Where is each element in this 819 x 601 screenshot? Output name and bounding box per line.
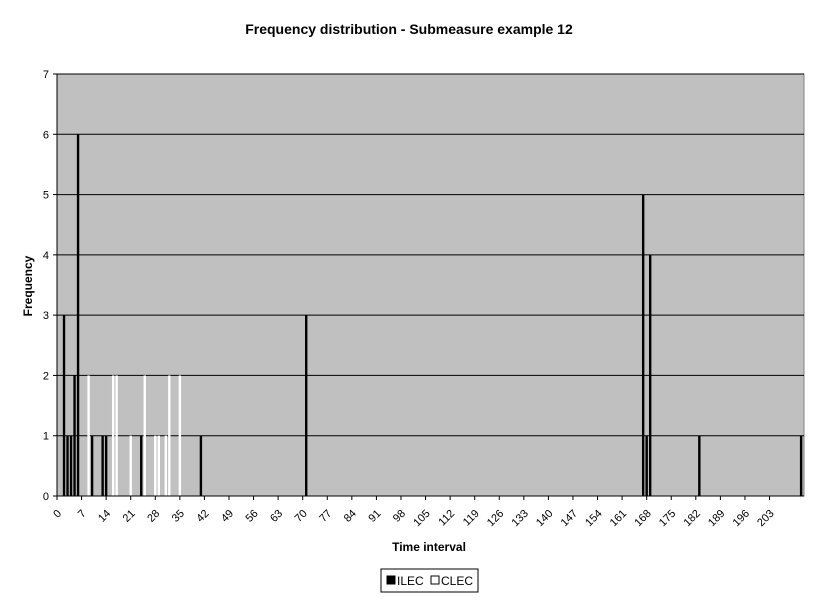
ilec-bar — [73, 375, 76, 496]
gridlines — [57, 73, 804, 437]
ilec-bar — [101, 435, 104, 496]
ilec-bars — [62, 134, 803, 497]
x-tick-label: 63 — [268, 508, 285, 525]
x-tick-label: 77 — [317, 508, 334, 525]
x-tick-label: 175 — [657, 508, 678, 529]
x-tick-label: 182 — [681, 508, 702, 529]
ilec-bar — [799, 435, 803, 496]
clec-bar — [154, 435, 157, 496]
ilec-bar — [104, 435, 108, 496]
x-tick-label: 0 — [51, 508, 64, 521]
plot-area — [56, 73, 805, 497]
legend-label-clec: CLEC — [441, 574, 473, 588]
x-tick-label: 161 — [608, 508, 629, 529]
x-tick-label: 28 — [145, 508, 162, 525]
x-tick-label: 70 — [293, 508, 310, 525]
legend-swatch-ilec — [386, 575, 396, 585]
clec-bar — [168, 375, 171, 496]
x-tick-label: 56 — [244, 508, 261, 525]
ilec-bar — [648, 254, 652, 496]
clec-bars — [87, 375, 182, 496]
x-tick-label: 140 — [534, 508, 555, 529]
x-tick-label: 35 — [170, 508, 187, 525]
x-tick-label: 14 — [96, 508, 113, 525]
ilec-bar — [305, 315, 308, 496]
clec-bar — [87, 375, 90, 496]
x-tick-label: 112 — [436, 508, 457, 529]
clec-bar — [157, 435, 160, 496]
legend-label-ilec: ILEC — [397, 574, 424, 588]
y-tick-label: 2 — [43, 370, 49, 382]
ilec-bar — [66, 435, 69, 496]
ilec-bar — [641, 194, 645, 497]
y-axis-title: Frequency — [21, 255, 35, 316]
y-axis-ticks: 0 1 2 3 4 5 6 7 — [43, 69, 57, 503]
ilec-bar — [698, 435, 701, 496]
x-tick-label: 154 — [583, 508, 604, 529]
y-tick-label: 1 — [43, 431, 49, 443]
x-tick-label: 49 — [219, 508, 236, 525]
y-tick-label: 4 — [43, 250, 49, 262]
x-tick-label: 133 — [509, 508, 530, 529]
legend-swatch-clec — [430, 575, 440, 585]
legend-box — [380, 568, 479, 593]
x-tick-label: 189 — [706, 508, 727, 529]
ilec-bar — [62, 315, 66, 496]
y-tick-label: 7 — [43, 69, 49, 81]
legend: ILEC CLEC — [380, 568, 479, 593]
x-tick-label: 119 — [461, 508, 482, 529]
clec-bar — [178, 375, 182, 496]
y-tick-label: 5 — [43, 190, 49, 202]
x-tick-label: 168 — [632, 508, 653, 529]
y-tick-label: 6 — [43, 129, 49, 141]
x-tick-label: 21 — [121, 508, 138, 525]
y-tick-label: 0 — [43, 491, 49, 503]
clec-bar — [129, 435, 132, 496]
x-axis-ticks: 0 7 14 21 28 35 42 49 56 63 70 77 84 91 98 105 112 119 126… — [51, 496, 777, 529]
ilec-bar — [90, 435, 94, 496]
y-tick-label: 3 — [43, 310, 49, 322]
ilec-bar — [199, 435, 203, 496]
x-tick-label: 42 — [194, 508, 211, 525]
ilec-bar — [140, 435, 143, 496]
x-tick-label: 126 — [485, 508, 506, 529]
x-tick-label: 91 — [366, 508, 383, 525]
clec-bar — [115, 375, 118, 496]
x-tick-label: 98 — [391, 508, 408, 525]
chart-title: Frequency distribution - Submeasure exam… — [245, 21, 573, 37]
ilec-bar — [69, 435, 73, 496]
clec-bar — [143, 375, 146, 496]
clec-bar — [111, 375, 115, 496]
ilec-bar — [76, 134, 80, 497]
x-tick-label: 203 — [755, 508, 776, 529]
clec-bar — [164, 435, 168, 496]
x-tick-label: 105 — [411, 508, 432, 529]
x-tick-label: 196 — [731, 508, 752, 529]
x-axis-title: Time interval — [392, 540, 466, 554]
x-tick-label: 84 — [342, 508, 359, 525]
ilec-bar — [645, 435, 648, 496]
x-tick-label: 147 — [559, 508, 580, 529]
x-tick-label: 7 — [76, 508, 89, 521]
